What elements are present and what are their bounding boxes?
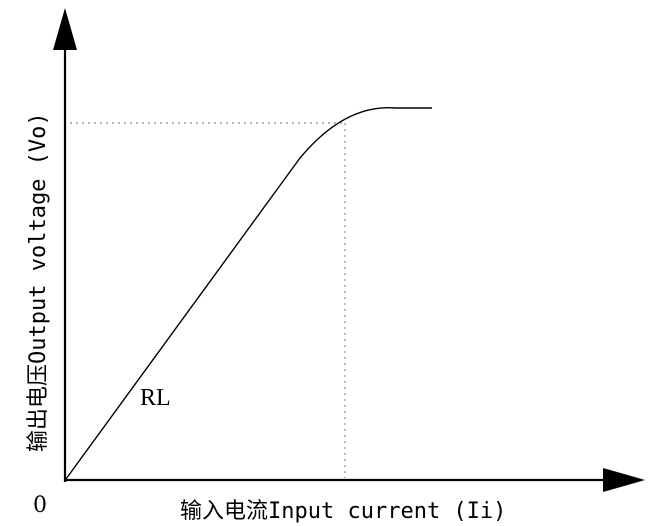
y-axis-arrow <box>53 8 77 50</box>
y-axis-label: 输出电压Output voltage (Vo) <box>26 112 51 452</box>
transfer-curve <box>65 107 432 480</box>
curve-label: RL <box>140 385 171 411</box>
origin-label: 0 <box>33 493 47 518</box>
x-axis-label: 输入电流Input current (Ii) <box>180 499 506 524</box>
x-axis-arrow <box>603 468 645 492</box>
